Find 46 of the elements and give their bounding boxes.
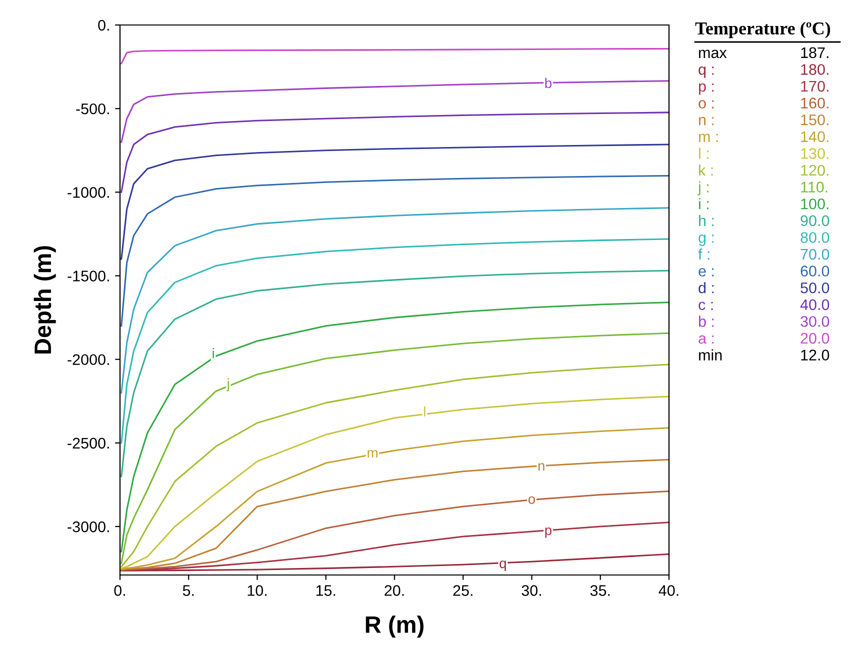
x-tick-label: 10.: [248, 585, 266, 596]
annotation: j: [226, 378, 230, 392]
text: min 12.0: [699, 349, 830, 360]
text: max 187.: [699, 47, 828, 58]
y-tick-label: -2000.: [68, 354, 109, 366]
annotation: n: [538, 463, 544, 471]
text: i : 100.: [699, 198, 828, 210]
annotation: m: [368, 450, 378, 458]
x-tick-label: 5.: [182, 585, 194, 596]
text: j : 110.: [698, 181, 828, 196]
y-tick-label: -1500.: [68, 270, 109, 282]
text: m : 140.: [699, 131, 828, 142]
x-tick-label: 0.: [114, 585, 125, 596]
x-tick-label: 35.: [590, 585, 610, 596]
x-tick-label: 15.: [316, 585, 336, 596]
text: f : 70.0: [698, 248, 830, 260]
annotation: p: [545, 527, 552, 538]
text: a : 20.0: [698, 332, 830, 344]
text: l : 130.: [699, 148, 828, 159]
x-tick-label: 25.: [453, 585, 472, 596]
annotation: q: [500, 560, 506, 571]
y-axis-title: Depth (m): [34, 246, 56, 354]
annotation: i: [212, 348, 214, 358]
x-tick-label: 40.: [658, 585, 678, 596]
text: o : 160.: [698, 98, 828, 108]
y-tick-label: -1000.: [68, 187, 109, 198]
y-tick-label: -2500.: [68, 438, 109, 449]
legend-title: Temperature (ºC): [695, 22, 830, 38]
text: b : 30.0: [698, 316, 830, 327]
x-tick-label: 20.: [384, 585, 404, 596]
text: n : 150.: [699, 114, 828, 126]
text: g : 80.0: [698, 232, 830, 246]
y-tick-label: 0.: [98, 20, 109, 31]
text: p : 170.: [698, 80, 828, 95]
annotation: l: [424, 406, 426, 416]
y-tick-label: -3000.: [68, 521, 109, 532]
x-tick-label: 30.: [522, 585, 541, 596]
annotation: b: [545, 78, 552, 88]
text: k : 120.: [699, 164, 828, 176]
text: d : 50.0: [698, 282, 830, 294]
y-tick-label: -500.: [76, 103, 109, 114]
x-axis-title: R (m): [366, 616, 424, 638]
text: c : 40.0: [698, 299, 830, 310]
text: h : 90.0: [699, 214, 830, 226]
text: q : 180.: [698, 64, 828, 78]
text: e : 60.0: [698, 266, 830, 276]
